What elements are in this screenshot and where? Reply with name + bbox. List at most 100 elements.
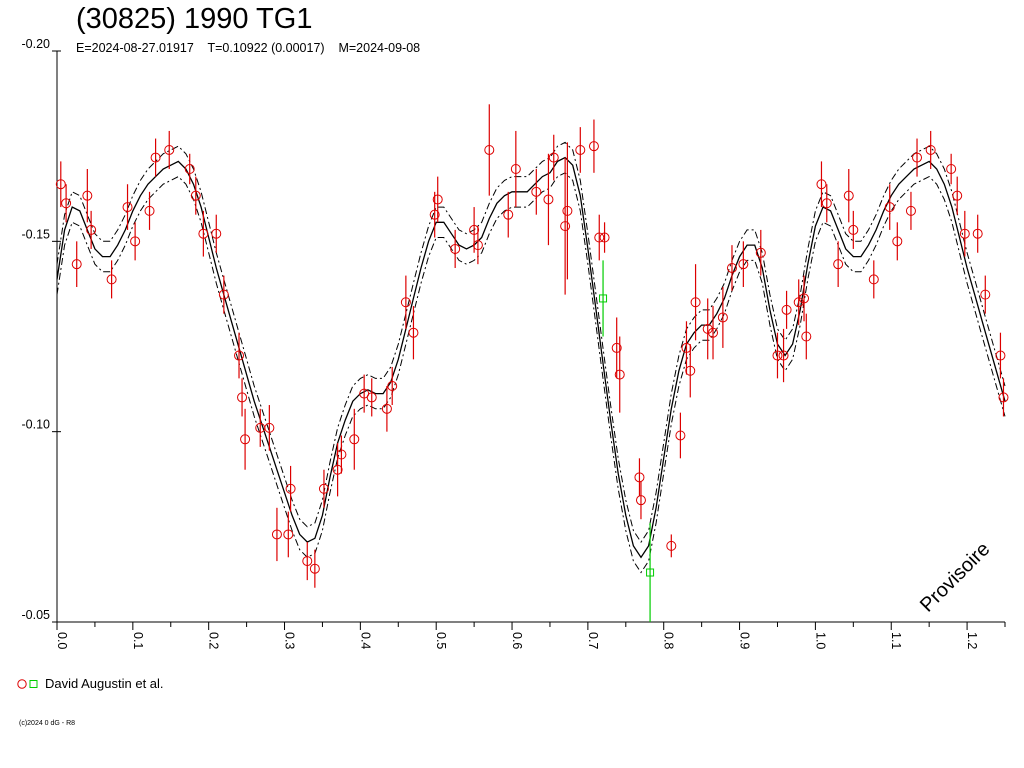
data-point [690, 297, 701, 308]
watermark: Provisoire [916, 538, 994, 616]
data-point [799, 293, 810, 304]
data-point-square [599, 294, 608, 303]
data-point [61, 198, 72, 209]
data-point [234, 350, 245, 361]
data-point [400, 297, 411, 308]
data-point [387, 380, 398, 391]
x-tick-label: 0.0 [55, 632, 69, 649]
x-tick-label: 1.1 [889, 632, 903, 649]
data-point [843, 190, 854, 201]
data-point [717, 312, 728, 323]
legend-label: David Augustin et al. [45, 676, 164, 691]
legend: David Augustin et al. [17, 676, 164, 691]
data-point [562, 205, 573, 216]
x-tick-label: 0.6 [510, 632, 524, 649]
data-point [469, 224, 480, 235]
data-point [164, 144, 175, 155]
data-point [702, 323, 713, 334]
data-point [634, 472, 645, 483]
data-point [959, 228, 970, 239]
data-point [122, 202, 133, 213]
y-tick-label: -0.05 [22, 608, 51, 622]
data-point [264, 422, 275, 433]
data-point [429, 209, 440, 220]
x-tick-label: 1.0 [813, 632, 827, 649]
data-point [821, 198, 832, 209]
data-point [708, 327, 719, 338]
fit-upper-band [56, 172, 1006, 574]
data-point [594, 232, 605, 243]
data-point [484, 144, 495, 155]
data-point [71, 259, 82, 270]
data-point [560, 221, 571, 232]
data-point [833, 259, 844, 270]
data-point [905, 205, 916, 216]
data-point [575, 144, 586, 155]
x-tick-label: 0.5 [434, 632, 448, 649]
data-point [755, 247, 766, 258]
data-point [543, 194, 554, 205]
data-point [211, 228, 222, 239]
data-point [892, 236, 903, 247]
data-point [184, 164, 195, 175]
data-point [336, 449, 347, 460]
x-tick-label: 0.8 [662, 632, 676, 649]
data-point [801, 331, 812, 342]
data-point [432, 194, 443, 205]
data-point [150, 152, 161, 163]
data-point [450, 243, 461, 254]
legend-circle-marker [17, 678, 27, 689]
data-point [772, 350, 783, 361]
data-point [309, 563, 320, 574]
x-tick-label: 1.2 [965, 632, 979, 649]
data-point [611, 342, 622, 353]
data-point [952, 190, 963, 201]
data-point [738, 259, 749, 270]
data-point [240, 434, 251, 445]
data-point [302, 556, 313, 567]
data-point [144, 205, 155, 216]
data-point [408, 327, 419, 338]
fit-lower-band [56, 141, 1006, 544]
data-point [666, 540, 677, 551]
data-point [271, 529, 282, 540]
copyright-note: (c)2024 0 dG - R8 [19, 720, 76, 727]
data-points [55, 104, 1009, 622]
data-point [588, 141, 599, 152]
data-point [884, 202, 895, 213]
data-point [285, 483, 296, 494]
data-point [980, 289, 991, 300]
x-tick-label: 0.2 [207, 632, 221, 649]
data-point [283, 529, 294, 540]
data-point [685, 365, 696, 376]
legend-markers [17, 678, 38, 689]
y-tick-label: -0.20 [22, 37, 51, 51]
x-tick-label: 0.9 [738, 632, 752, 649]
x-tick-label: 0.7 [586, 632, 600, 649]
data-point [946, 164, 957, 175]
data-point [55, 179, 66, 190]
data-point [332, 464, 343, 475]
data-point [190, 190, 201, 201]
data-point [816, 179, 827, 190]
data-point [675, 430, 686, 441]
data-point [781, 304, 792, 315]
y-tick-label: -0.10 [22, 418, 51, 432]
y-tick-label: -0.15 [22, 227, 51, 241]
data-point [349, 434, 360, 445]
data-point [599, 232, 610, 243]
data-point [510, 164, 521, 175]
data-point [778, 350, 789, 361]
data-point [635, 495, 646, 506]
chart-title: (30825) 1990 TG1 [76, 3, 313, 35]
data-point [106, 274, 117, 285]
data-point [381, 403, 392, 414]
data-point-square [646, 568, 655, 577]
data-point [912, 152, 923, 163]
data-point [925, 144, 936, 155]
data-point [548, 152, 559, 163]
data-point [218, 289, 229, 300]
data-point [848, 224, 859, 235]
data-point [793, 297, 804, 308]
data-point [198, 228, 209, 239]
